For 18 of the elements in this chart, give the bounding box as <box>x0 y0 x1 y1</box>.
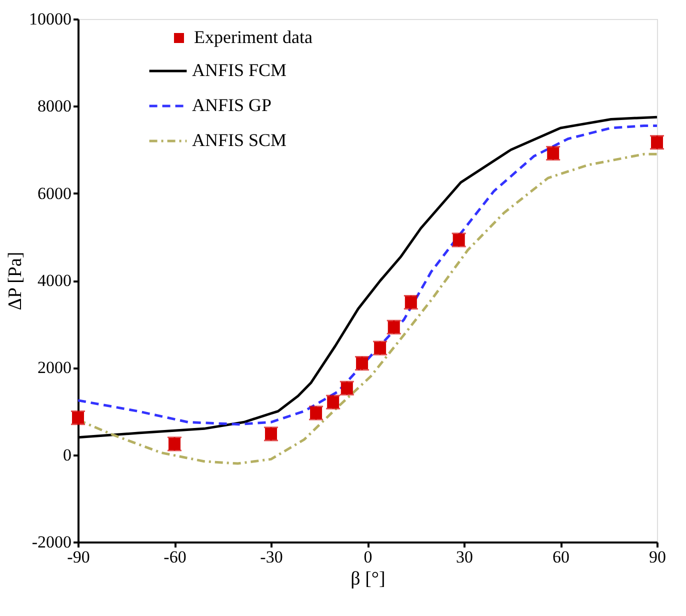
y-tick-label: 6000 <box>38 184 72 203</box>
x-tick-label: 90 <box>649 548 666 566</box>
x-tick-label: 60 <box>552 548 570 566</box>
y-tick-label: 10000 <box>29 10 72 28</box>
x-tick-label: -60 <box>164 548 186 566</box>
x-axis-title: β [°] <box>350 568 386 590</box>
x-tick-label: 0 <box>364 548 372 566</box>
legend-label: ANFIS SCM <box>192 130 287 150</box>
y-tick-label: 2000 <box>38 358 72 378</box>
y-axis-title: ΔP [Pa] <box>5 252 26 310</box>
legend-label: ANFIS GP <box>192 95 272 115</box>
y-tick-label: 4000 <box>38 271 72 290</box>
x-tick-label: 30 <box>456 548 473 566</box>
y-tick-label: 8000 <box>38 96 72 116</box>
x-tick-label: -30 <box>260 548 283 566</box>
legend-label: ANFIS FCM <box>192 60 287 80</box>
y-tick-label: 0 <box>63 445 72 464</box>
legend-label: Experiment data <box>194 27 312 47</box>
